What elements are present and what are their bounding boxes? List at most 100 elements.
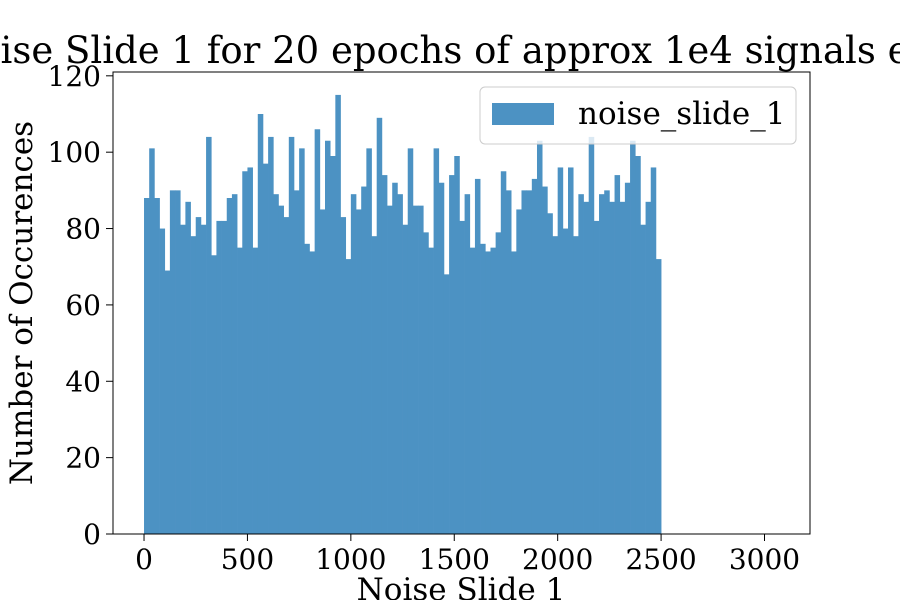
histogram-bar: [562, 228, 569, 535]
histogram-bar: [195, 217, 202, 534]
histogram-bar: [500, 171, 507, 534]
histogram-bar: [402, 224, 409, 535]
histogram-bar: [216, 220, 222, 534]
histogram-bar: [381, 175, 388, 534]
histogram-bar: [309, 251, 315, 534]
bars-layer: [144, 94, 662, 535]
y-tick-label: 80: [65, 213, 101, 246]
histogram-bar: [325, 140, 331, 535]
histogram-bar: [366, 148, 372, 535]
histogram-bar: [206, 136, 212, 534]
histogram-bar: [149, 148, 155, 535]
histogram-bar: [511, 251, 517, 534]
histogram-bar: [221, 220, 228, 534]
histogram-bar: [175, 190, 181, 535]
histogram-bar: [237, 247, 243, 534]
histogram-bar: [469, 247, 476, 534]
histogram-bar: [350, 194, 357, 534]
histogram-bar: [640, 224, 646, 535]
histogram-bar: [247, 167, 253, 534]
histogram-bar: [190, 236, 197, 534]
x-tick-label: 2500: [625, 543, 696, 576]
histogram-bar: [283, 217, 290, 534]
histogram-bar: [505, 190, 512, 535]
histogram-bar: [614, 175, 621, 534]
histogram-bar: [412, 205, 419, 534]
y-axis-label: Number of Occurences: [4, 121, 40, 485]
histogram-bar: [407, 148, 414, 535]
histogram-bar: [299, 148, 305, 535]
histogram-bar: [392, 182, 398, 535]
histogram-bar: [573, 236, 579, 534]
histogram-bar: [252, 247, 259, 534]
histogram-bar: [231, 194, 238, 534]
histogram-bar: [547, 213, 553, 534]
histogram-bar: [169, 190, 176, 535]
histogram-bar: [650, 167, 657, 534]
y-tick-label: 0: [83, 518, 101, 551]
histogram-bar: [356, 209, 362, 534]
histogram-bar: [609, 201, 615, 534]
histogram-bar: [542, 186, 548, 535]
histogram-bar: [314, 129, 321, 534]
histogram-bar: [536, 140, 543, 535]
histogram-bar: [583, 201, 590, 534]
histogram-bar: [645, 201, 652, 534]
histogram-bar: [630, 140, 636, 535]
histogram-bar: [185, 201, 191, 534]
histogram-bar: [635, 156, 641, 534]
y-tick-label: 60: [65, 289, 101, 322]
histogram-bar: [278, 205, 284, 534]
histogram-bar: [433, 148, 440, 535]
histogram-bar: [521, 190, 527, 535]
histogram-bar: [531, 178, 538, 534]
histogram-bar: [397, 194, 403, 534]
y-tick-label: 40: [65, 365, 101, 398]
legend-swatch: [492, 103, 554, 125]
x-axis-label: Noise Slide 1: [357, 572, 566, 600]
histogram-bar: [604, 190, 610, 535]
histogram-bar: [268, 136, 274, 534]
histogram-bar: [340, 217, 347, 534]
histogram-bar: [257, 114, 264, 534]
histogram-bar: [428, 247, 434, 534]
histogram-bar: [526, 190, 533, 535]
histogram-bar: [335, 94, 341, 534]
histogram-bar: [361, 186, 367, 535]
x-tick-label: 2000: [522, 543, 593, 576]
histogram-bar: [423, 232, 429, 535]
histogram-bar: [619, 201, 626, 534]
y-tick-label: 20: [65, 442, 101, 475]
histogram-bar: [464, 194, 471, 534]
histogram-bar: [371, 236, 378, 534]
histogram-bar: [211, 255, 217, 534]
histogram-bar: [376, 117, 383, 534]
histogram-bar: [568, 167, 574, 534]
histogram-bar: [159, 228, 166, 535]
y-tick-label: 100: [48, 136, 101, 169]
histogram-bar: [226, 198, 233, 534]
histogram-bar: [480, 243, 486, 534]
histogram-bar: [495, 232, 502, 535]
plot-frame: [112, 71, 811, 535]
chart-title: Noise Slide 1 for 20 epochs of approx 1e…: [0, 29, 900, 72]
legend-box: [479, 86, 797, 145]
histogram-bar: [443, 274, 450, 534]
histogram-bar: [593, 220, 600, 534]
y-tick-label: 120: [48, 60, 101, 93]
histogram-bar: [293, 190, 300, 535]
histogram-bar: [449, 175, 455, 534]
x-tick-label: 1000: [315, 543, 386, 576]
histogram-bar: [557, 167, 564, 534]
histogram-bar: [164, 270, 171, 534]
histogram-bar: [387, 205, 393, 534]
histogram-bar: [273, 194, 279, 534]
histogram-bar: [599, 194, 605, 534]
histogram-bar: [242, 171, 248, 534]
histogram-bar: [418, 205, 424, 534]
histogram-bar: [319, 209, 326, 534]
histogram-bar: [438, 182, 445, 535]
histogram-bar: [262, 163, 269, 534]
